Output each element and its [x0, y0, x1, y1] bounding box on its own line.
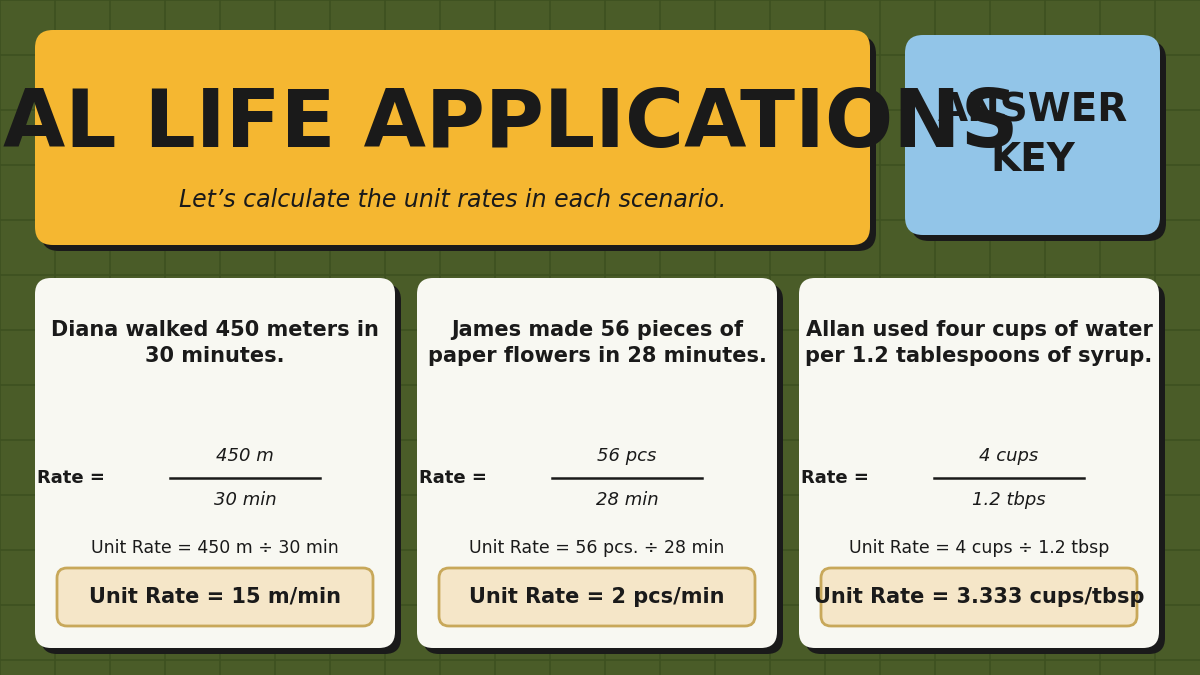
Text: 30 min: 30 min — [214, 491, 276, 509]
Text: 450 m: 450 m — [216, 447, 274, 465]
Text: 28 min: 28 min — [595, 491, 659, 509]
FancyBboxPatch shape — [41, 284, 401, 654]
FancyBboxPatch shape — [418, 278, 778, 648]
FancyBboxPatch shape — [439, 568, 755, 626]
Text: Rate =: Rate = — [37, 469, 106, 487]
Text: REAL LIFE APPLICATIONS: REAL LIFE APPLICATIONS — [0, 86, 1019, 164]
FancyBboxPatch shape — [35, 30, 870, 245]
Text: 1.2 tbps: 1.2 tbps — [972, 491, 1046, 509]
Text: Unit Rate = 2 pcs/min: Unit Rate = 2 pcs/min — [469, 587, 725, 607]
FancyBboxPatch shape — [41, 36, 876, 251]
Text: 4 cups: 4 cups — [979, 447, 1039, 465]
FancyBboxPatch shape — [799, 278, 1159, 648]
Text: 56 pcs: 56 pcs — [598, 447, 656, 465]
Text: Rate =: Rate = — [802, 469, 869, 487]
FancyBboxPatch shape — [58, 568, 373, 626]
Text: Unit Rate = 15 m/min: Unit Rate = 15 m/min — [89, 587, 341, 607]
Text: Let’s calculate the unit rates in each scenario.: Let’s calculate the unit rates in each s… — [179, 188, 726, 212]
FancyBboxPatch shape — [821, 568, 1138, 626]
Text: James made 56 pieces of
paper flowers in 28 minutes.: James made 56 pieces of paper flowers in… — [427, 320, 767, 367]
FancyBboxPatch shape — [35, 278, 395, 648]
FancyBboxPatch shape — [424, 284, 784, 654]
FancyBboxPatch shape — [805, 284, 1165, 654]
Text: Rate =: Rate = — [419, 469, 487, 487]
FancyBboxPatch shape — [911, 41, 1166, 241]
Text: Diana walked 450 meters in
30 minutes.: Diana walked 450 meters in 30 minutes. — [52, 320, 379, 367]
FancyBboxPatch shape — [905, 35, 1160, 235]
Text: Unit Rate = 450 m ÷ 30 min: Unit Rate = 450 m ÷ 30 min — [91, 539, 338, 557]
Text: Allan used four cups of water
per 1.2 tablespoons of syrup.: Allan used four cups of water per 1.2 ta… — [805, 320, 1153, 367]
Text: Unit Rate = 56 pcs. ÷ 28 min: Unit Rate = 56 pcs. ÷ 28 min — [469, 539, 725, 557]
Text: ANSWER
KEY: ANSWER KEY — [937, 91, 1128, 179]
Text: Unit Rate = 4 cups ÷ 1.2 tbsp: Unit Rate = 4 cups ÷ 1.2 tbsp — [848, 539, 1109, 557]
Text: Unit Rate = 3.333 cups/tbsp: Unit Rate = 3.333 cups/tbsp — [814, 587, 1145, 607]
